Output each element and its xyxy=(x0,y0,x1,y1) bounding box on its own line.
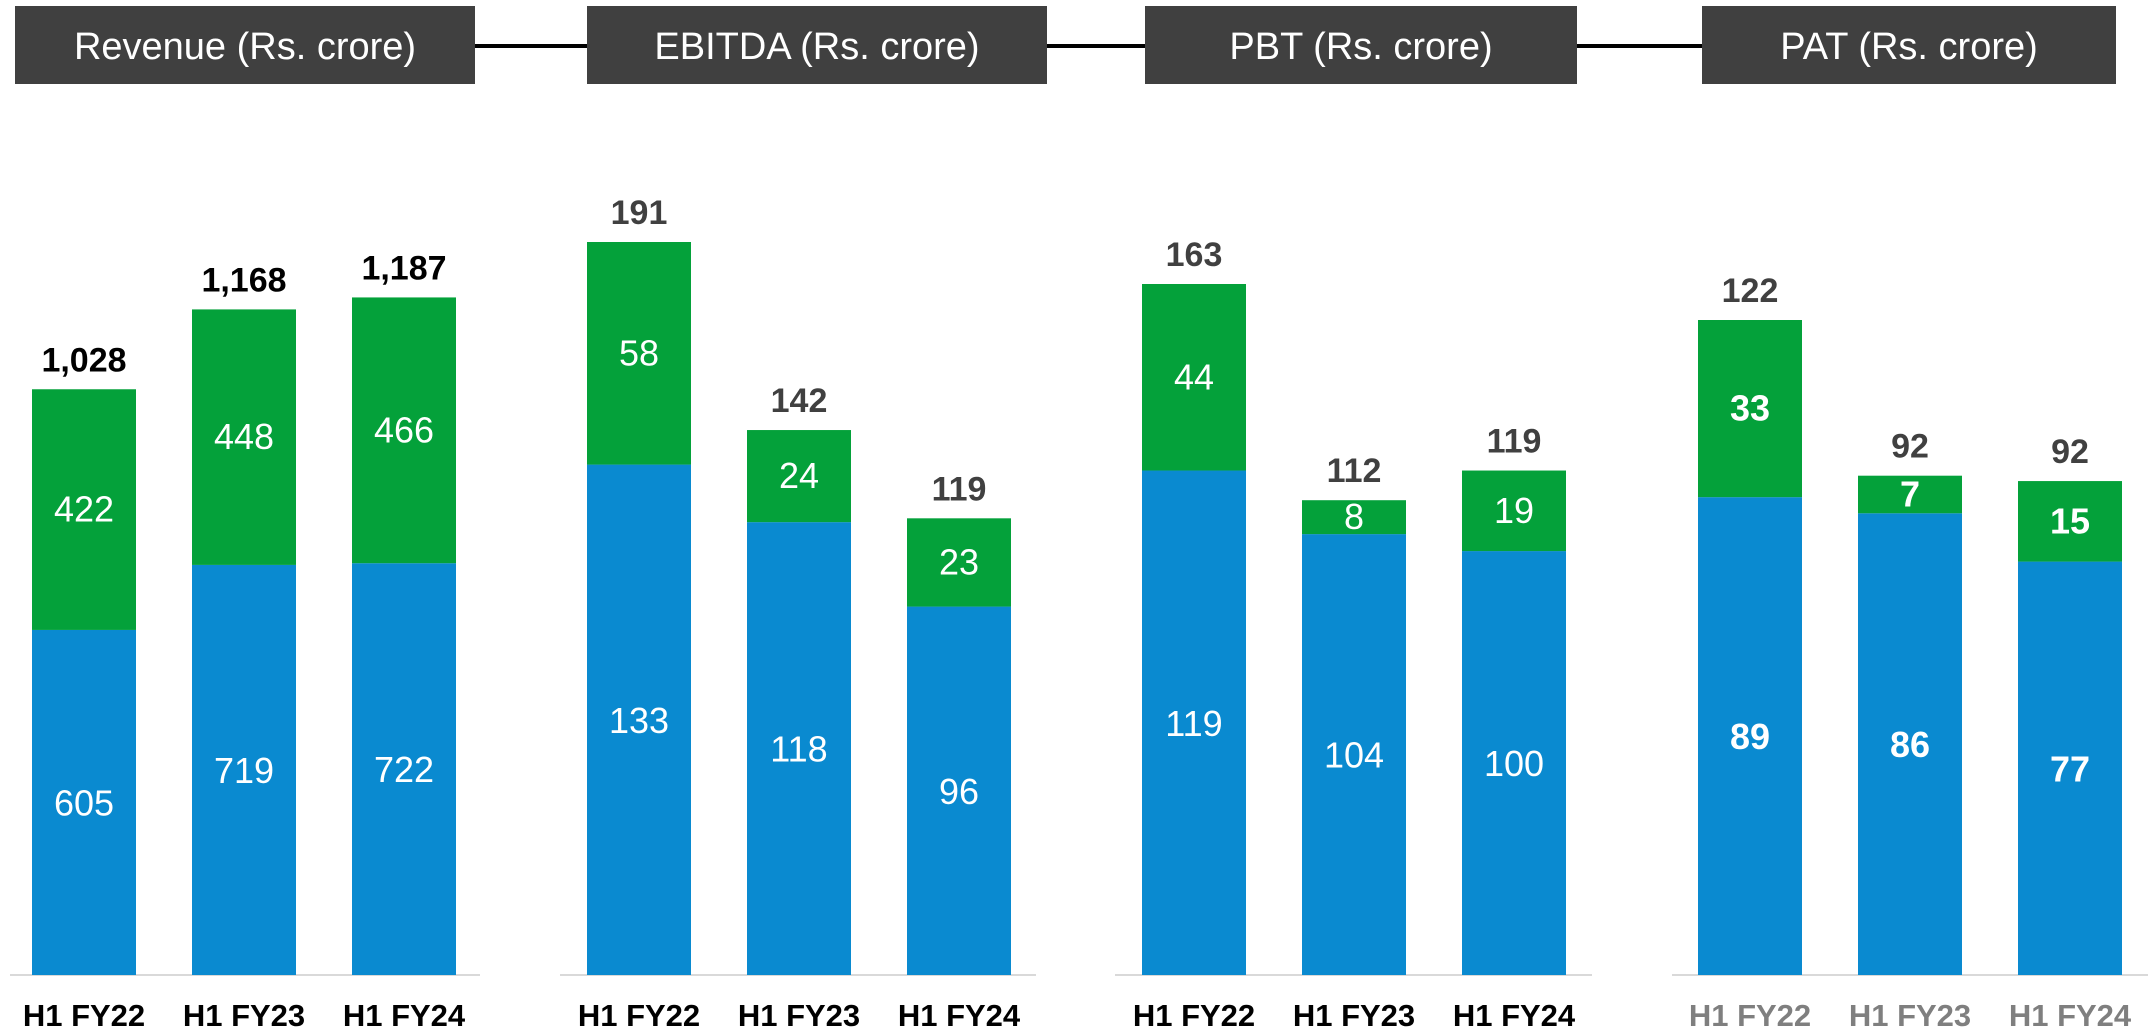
data-label-bottom: 722 xyxy=(374,749,434,790)
bar-segment-top xyxy=(32,389,136,630)
bar-segment-top xyxy=(587,242,691,465)
chart-title-box xyxy=(1145,6,1577,84)
data-label-bottom: 104 xyxy=(1324,735,1384,776)
chart-title: Revenue (Rs. crore) xyxy=(74,26,416,68)
bar-segment-top xyxy=(1462,470,1566,552)
data-label-bottom: 605 xyxy=(54,782,114,823)
data-label-total: 119 xyxy=(932,470,987,508)
chart-panel-3: PBT (Rs. crore) 119 44 163 H1 FY22 104 8 112 H1 … xyxy=(1115,6,1592,1033)
data-label-top: 422 xyxy=(54,489,114,530)
data-label-total: 119 xyxy=(1487,423,1542,461)
data-label-top: 24 xyxy=(779,455,819,496)
bar-segment-top xyxy=(352,297,456,564)
chart-panel-1: Revenue (Rs. crore) 605 422 1,028 H1 FY22 719… xyxy=(10,6,480,1033)
data-label-bottom: 100 xyxy=(1484,743,1544,784)
bar-segment-bottom xyxy=(192,564,296,975)
data-label-top: 23 xyxy=(939,541,979,582)
data-label-bottom: 77 xyxy=(2050,748,2090,789)
x-tick-label: H1 FY24 xyxy=(1453,998,1576,1030)
x-tick-label: H1 FY23 xyxy=(1293,998,1415,1030)
data-label-top: 15 xyxy=(2050,500,2090,541)
bar-segment-bottom xyxy=(587,464,691,975)
bar-segment-bottom xyxy=(1142,470,1246,975)
bar-segment-bottom xyxy=(1698,497,1802,975)
chart-title-box xyxy=(1702,6,2116,84)
data-label-total: 92 xyxy=(1891,428,1929,466)
bar-segment-top xyxy=(907,518,1011,607)
x-tick-label: H1 FY23 xyxy=(1849,998,1971,1030)
bar-segment-bottom xyxy=(32,629,136,975)
data-label-total: 163 xyxy=(1166,236,1223,274)
data-label-bottom: 86 xyxy=(1890,724,1930,765)
chart-panel-2: EBITDA (Rs. crore) 133 58 191 H1 FY22 118 24 14… xyxy=(560,6,1047,1033)
x-tick-label: H1 FY22 xyxy=(1133,998,1255,1030)
bar-segment-bottom xyxy=(352,563,456,975)
data-label-bottom: 96 xyxy=(939,771,979,812)
data-label-bottom: 118 xyxy=(770,729,827,770)
x-tick-label: H1 FY24 xyxy=(898,998,1021,1030)
x-tick-label: H1 FY22 xyxy=(23,998,145,1030)
data-label-bottom: 133 xyxy=(609,700,669,741)
x-tick-label: H1 FY22 xyxy=(578,998,700,1030)
data-label-top: 466 xyxy=(374,409,434,450)
bar-segment-bottom xyxy=(1858,513,1962,975)
data-label-top: 7 xyxy=(1900,473,1920,514)
bar-segment-top xyxy=(1698,320,1802,498)
bar-segment-bottom xyxy=(1302,534,1406,975)
chart-title-box xyxy=(15,6,475,84)
data-label-total: 1,187 xyxy=(361,249,446,287)
data-label-bottom: 719 xyxy=(214,750,274,791)
x-tick-label: H1 FY22 xyxy=(1689,998,1811,1030)
data-label-total: 191 xyxy=(611,194,668,232)
data-label-bottom: 89 xyxy=(1730,716,1770,757)
data-label-total: 1,168 xyxy=(201,261,286,299)
data-label-total: 112 xyxy=(1327,452,1382,490)
x-tick-label: H1 FY24 xyxy=(343,998,466,1030)
data-label-bottom: 119 xyxy=(1165,703,1222,744)
data-label-top: 8 xyxy=(1344,496,1364,537)
chart-title-box xyxy=(587,6,1047,84)
bar-segment-top xyxy=(747,430,851,523)
data-label-top: 44 xyxy=(1174,356,1214,397)
bar-segment-top xyxy=(2018,481,2122,562)
data-label-total: 92 xyxy=(2051,433,2089,471)
bar-segment-top xyxy=(1302,500,1406,535)
chart-title: PBT (Rs. crore) xyxy=(1229,26,1492,68)
chart-title: PAT (Rs. crore) xyxy=(1780,26,2038,68)
data-label-total: 1,028 xyxy=(41,341,126,379)
bar-segment-top xyxy=(192,309,296,565)
bar-segment-bottom xyxy=(747,522,851,975)
data-label-top: 58 xyxy=(619,332,659,373)
bar-segment-top xyxy=(1858,475,1962,514)
data-label-total: 142 xyxy=(771,382,828,420)
data-label-total: 122 xyxy=(1722,272,1779,310)
x-tick-label: H1 FY23 xyxy=(183,998,305,1030)
bar-segment-bottom xyxy=(907,606,1011,975)
bar-segment-bottom xyxy=(1462,551,1566,975)
data-label-top: 33 xyxy=(1730,388,1770,429)
data-label-top: 448 xyxy=(214,416,274,457)
data-label-top: 19 xyxy=(1494,490,1534,531)
chart-panel-4: PAT (Rs. crore) 89 33 122 H1 FY22 86 7 92 H1 FY2… xyxy=(1672,6,2148,1033)
chart-title: EBITDA (Rs. crore) xyxy=(654,26,979,68)
x-tick-label: H1 FY23 xyxy=(738,998,860,1030)
bar-segment-top xyxy=(1142,284,1246,471)
x-tick-label: H1 FY24 xyxy=(2009,998,2132,1030)
bar-segment-bottom xyxy=(2018,561,2122,975)
